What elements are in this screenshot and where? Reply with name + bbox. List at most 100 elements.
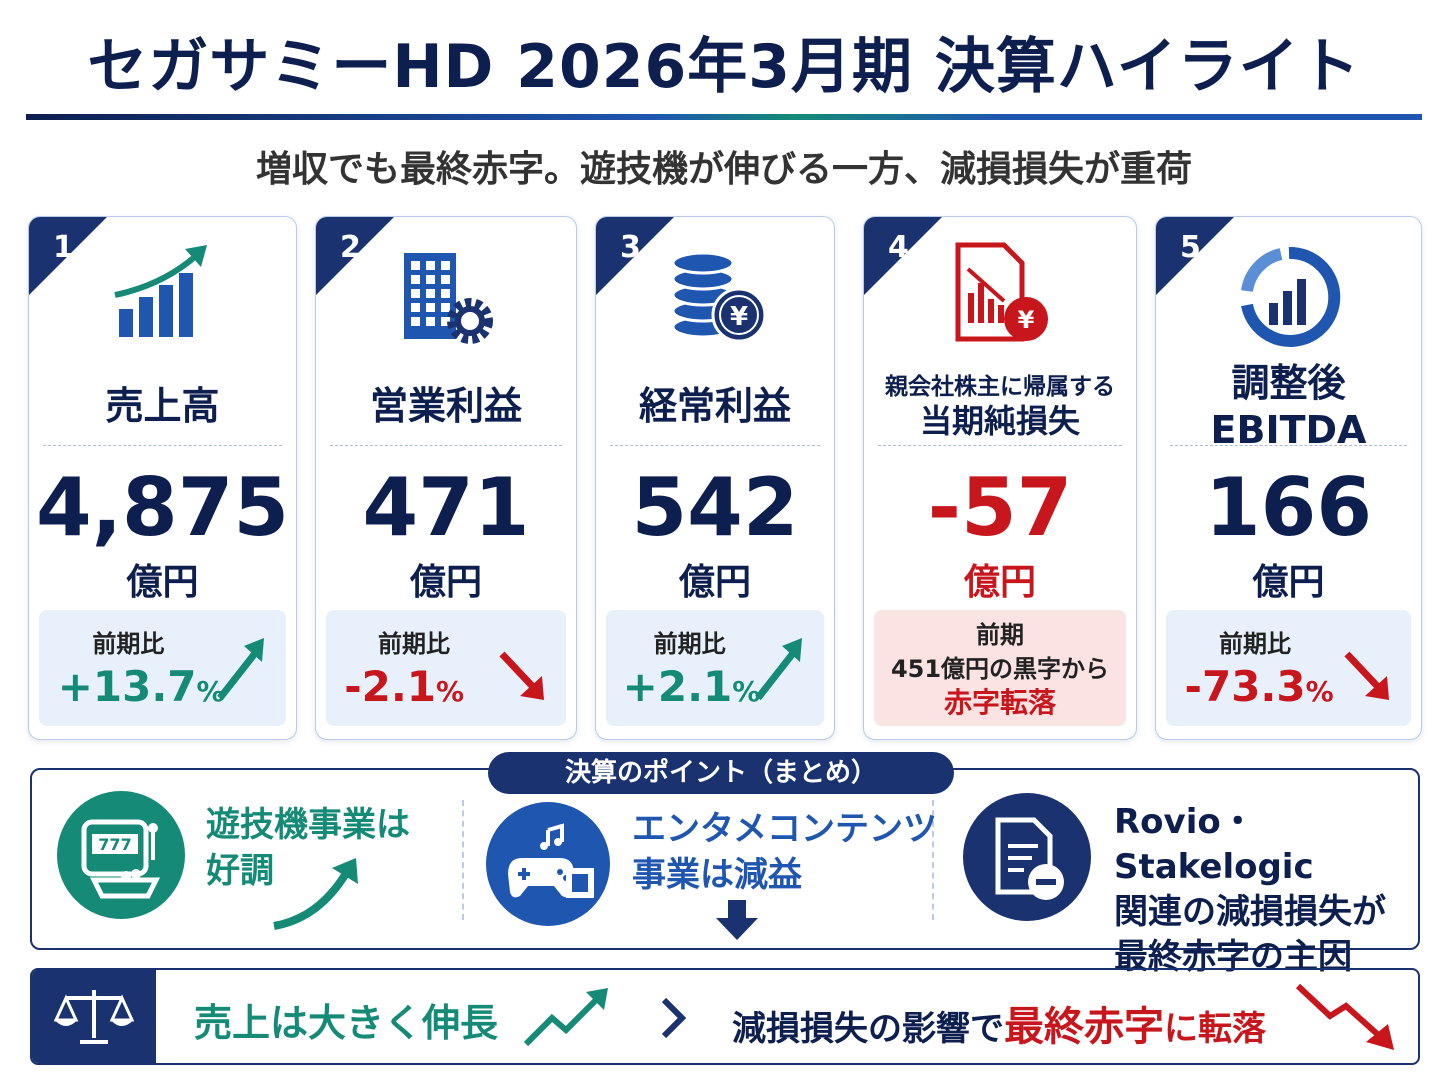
arrow-shaft <box>1344 651 1382 691</box>
icon-window <box>441 289 450 298</box>
card-label-line: 経常利益 <box>638 384 791 429</box>
icon-window <box>411 289 420 298</box>
change-label: 前期比 <box>653 630 726 658</box>
point-text: エンタメコンテンツ 事業は減益 <box>632 806 937 898</box>
card-corner: 4 <box>864 217 942 295</box>
point-line: 事業は減益 <box>632 855 802 895</box>
card-unit: 億円 <box>963 562 1036 603</box>
icon-window <box>441 303 450 312</box>
card-icon: ¥ <box>671 251 767 343</box>
arrow-head <box>782 638 802 662</box>
card-label: 経常利益 <box>596 369 834 445</box>
icon-bar <box>978 283 984 323</box>
icon-ring <box>1240 246 1340 347</box>
card-unit: 億円 <box>678 562 751 603</box>
change-value: +2.1 <box>622 662 733 711</box>
card-label: 親会社株主に帰属する 当期純損失 <box>864 369 1136 445</box>
card-label: 売上高 <box>29 369 296 445</box>
card-icon <box>404 253 493 344</box>
point-line: 最終赤字の主因 <box>1114 937 1352 977</box>
card-value: 542 <box>631 461 799 554</box>
summary-bar: 売上は大きく伸長 減損損失の影響で最終赤字に転落 <box>30 968 1420 1065</box>
icon-window <box>411 275 420 284</box>
card-corner: 3 <box>596 217 674 295</box>
icon-gear-core <box>455 306 485 336</box>
change-box: 前期比 -73.3% <box>1166 610 1411 726</box>
card-icon <box>113 245 207 337</box>
card-number: 5 <box>1180 230 1201 265</box>
icon-window <box>426 261 435 270</box>
icon-window <box>441 317 450 326</box>
change-unit: % <box>1305 675 1334 708</box>
icon-bar <box>1268 303 1278 325</box>
change-row: +2.1% <box>623 662 761 711</box>
change-value: -2.1 <box>344 662 437 711</box>
card-label-line: 売上高 <box>105 384 220 429</box>
change-unit: % <box>196 675 225 708</box>
trend-up-icon <box>523 988 608 1047</box>
arrow-head <box>244 638 264 662</box>
metric-card: 5 調整後EBITDA 166 億円 前期比 -73.3% <box>1155 216 1422 740</box>
icon-gear <box>447 298 493 344</box>
change-label: 前期比 <box>1219 630 1291 658</box>
arrow-head <box>1365 676 1389 700</box>
card-icon <box>1240 246 1340 347</box>
change-box: 前期 451億円の黒字から 赤字転落 <box>874 610 1126 726</box>
icon-window <box>426 275 435 284</box>
icon-arrow <box>113 252 199 298</box>
trend-arrow <box>217 638 264 701</box>
change-unit: % <box>732 675 761 708</box>
icon-window <box>426 317 435 326</box>
divider <box>932 800 934 920</box>
change-box: 前期比 -2.1% <box>326 610 566 726</box>
summary-tail: に転落 <box>1164 1009 1266 1049</box>
arrow-head <box>520 676 544 700</box>
change-box: 前期比 +2.1% <box>606 610 824 726</box>
card-divider <box>610 445 820 446</box>
icon-yen-mark: ¥ <box>730 302 748 332</box>
card-icon: ¥ <box>955 242 1048 342</box>
corner-triangle <box>864 217 942 295</box>
change-row: -73.3% <box>1185 662 1334 711</box>
icon-bar <box>158 285 173 337</box>
chevron <box>661 997 687 1039</box>
scale-icon <box>54 990 134 1044</box>
icon-window <box>441 261 450 270</box>
change-label: 前期比 <box>92 630 165 658</box>
trend-arrow <box>1344 651 1389 700</box>
summary-highlight: 最終赤字 <box>1004 1004 1164 1050</box>
card-divider <box>878 445 1122 446</box>
page-title: セガサミーHD 2026年3月期 決算ハイライト <box>87 32 1361 102</box>
change-value: -73.3 <box>1184 662 1306 711</box>
page-subtitle: 増収でも最終赤字。遊技機が伸びる一方、減損損失が重荷 <box>255 149 1192 190</box>
trend-arrow <box>499 651 544 700</box>
card-value: -57 <box>927 461 1073 554</box>
icon-yen-ring <box>719 295 759 335</box>
card-number: 1 <box>53 230 74 265</box>
icon-arrow <box>966 267 1006 303</box>
card-divider <box>1170 445 1407 446</box>
icon-yen <box>1004 297 1048 341</box>
point-text: Rovio・Stakelogic 関連の減損損失が 最終赤字の主因 <box>1114 800 1448 980</box>
impairment-icon <box>963 793 1091 921</box>
up-arrow <box>273 858 358 930</box>
metric-card: 2 営業利益 471 億円 前期比 -2.1% <box>315 216 577 740</box>
point-line: 遊技機事業は <box>206 805 410 845</box>
entertainment-icon <box>486 802 610 926</box>
metric-card: 4 ¥ 親会社株主に帰属する 当期純損失 -57 億円前期 451億円の黒字から 赤字転落 <box>863 216 1137 740</box>
corner-triangle <box>596 217 674 295</box>
card-label: 調整後EBITDA <box>1156 361 1421 453</box>
svg-text:777: 777 <box>98 835 131 854</box>
icon-window <box>411 261 420 270</box>
card-number: 3 <box>620 230 641 265</box>
card-unit: 億円 <box>126 562 199 603</box>
card-label-line: 営業利益 <box>369 384 522 429</box>
icon-yen-mark: ¥ <box>1018 306 1035 334</box>
points-title: 決算のポイント（まとめ） <box>488 752 954 794</box>
change-box: 前期比 +13.7% <box>39 610 286 726</box>
point-line: 関連の減損損失が <box>1114 892 1386 932</box>
icon-bar <box>138 297 153 337</box>
icon-bar <box>1282 291 1292 325</box>
arrow-shaft <box>499 651 537 691</box>
icon-window <box>441 275 450 284</box>
